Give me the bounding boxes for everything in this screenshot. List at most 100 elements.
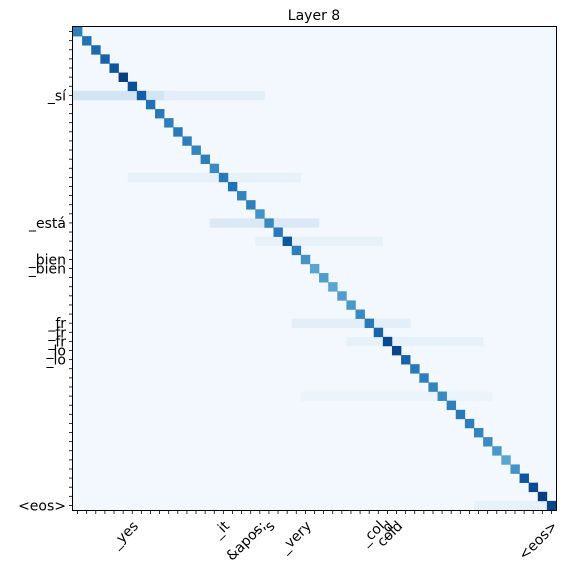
- heatmap-cell: [209, 90, 220, 101]
- heatmap-cell: [291, 236, 302, 247]
- heatmap-cell: [355, 391, 365, 401]
- heatmap-cell: [182, 90, 192, 101]
- y-tick-label: _sí: [47, 88, 67, 104]
- heatmap-cell: [100, 90, 110, 101]
- heatmap-cell: [164, 172, 174, 183]
- heatmap-cell: [473, 500, 484, 511]
- heatmap-cell: [446, 336, 457, 347]
- heatmap-cell: [373, 391, 384, 401]
- heatmap-cell: [473, 336, 484, 347]
- heatmap-cell: [255, 90, 265, 101]
- heatmap-cell: [109, 90, 119, 101]
- heatmap-cell: [127, 90, 138, 101]
- heatmap-cell: [382, 318, 393, 329]
- heatmap-cell: [227, 218, 238, 228]
- heatmap-cell: [419, 336, 429, 347]
- heatmap-cell: [273, 236, 283, 247]
- heatmap-cell-diagonal: [346, 300, 356, 310]
- heatmap-cell: [291, 218, 302, 228]
- x-tick-label: <eos>: [516, 518, 561, 563]
- heatmap-cell-diagonal: [373, 327, 384, 338]
- heatmap-cell: [373, 318, 384, 329]
- heatmap-cell: [428, 391, 438, 401]
- heatmap-cell: [300, 391, 311, 401]
- heatmap-cell: [319, 318, 329, 329]
- x-tick-label: _yes: [108, 518, 142, 552]
- heatmap-cell: [501, 500, 511, 511]
- heatmap-cell: [510, 500, 520, 511]
- heatmap-cell-diagonal: [437, 391, 447, 401]
- heatmap-cell: [155, 172, 165, 183]
- heatmap-cell-diagonal: [410, 364, 420, 374]
- heatmap-cell-diagonal: [118, 72, 128, 82]
- heatmap-cell: [200, 90, 210, 101]
- heatmap-cell: [337, 391, 347, 401]
- heatmap-cell: [246, 218, 256, 228]
- heatmap-cell: [255, 236, 265, 247]
- y-tick-label: _fr: [47, 316, 66, 332]
- heatmap-cell: [118, 90, 128, 101]
- heatmap-cell: [255, 218, 265, 228]
- heatmap-cell: [337, 236, 347, 247]
- heatmap-cell: [419, 391, 429, 401]
- heatmap-cell: [346, 236, 356, 247]
- heatmap-cell: [291, 172, 302, 183]
- heatmap-cell-diagonal: [227, 181, 238, 192]
- y-axis-ticks: [69, 31, 73, 506]
- heatmap-cell: [173, 172, 183, 183]
- heatmap-cell: [401, 391, 411, 401]
- heatmap-cell-diagonal: [546, 500, 557, 511]
- heatmap-cell: [300, 236, 311, 247]
- heatmap-cell-diagonal: [127, 81, 138, 92]
- heatmap-cell-diagonal: [473, 427, 484, 438]
- heatmap-cell: [355, 336, 365, 347]
- heatmap-cell: [446, 391, 457, 401]
- heatmap-cell-diagonal: [464, 418, 475, 429]
- heatmap-cell: [145, 172, 156, 183]
- heatmap-cell: [273, 218, 283, 228]
- heatmap-cell: [519, 500, 529, 511]
- x-tick-label: _very: [276, 518, 315, 557]
- heatmap-cell-diagonal: [528, 482, 539, 493]
- heatmap-cell: [373, 336, 384, 347]
- heatmap-cell: [428, 336, 438, 347]
- y-tick-label: _lo: [46, 344, 66, 360]
- heatmap-cell: [164, 90, 174, 101]
- heatmap-cell-diagonal: [328, 282, 338, 292]
- heatmap-cell: [455, 391, 466, 401]
- heatmap-cell: [391, 336, 402, 347]
- heatmap-cell-diagonal: [136, 90, 147, 101]
- heatmap-cell: [282, 218, 293, 228]
- heatmap-cell: [319, 236, 329, 247]
- heatmap-cell-diagonal: [419, 373, 429, 383]
- heatmap-cell: [82, 90, 92, 101]
- heatmap-cell-diagonal: [237, 191, 247, 201]
- heatmap-cell-diagonal: [255, 209, 265, 219]
- heatmap-cell-diagonal: [519, 473, 529, 483]
- heatmap-cell: [364, 391, 375, 401]
- heatmap-cell: [492, 500, 502, 511]
- y-tick-label: _fr: [47, 334, 66, 350]
- heatmap-cell: [182, 172, 192, 183]
- heatmap-cell: [191, 90, 201, 101]
- heatmap-cell: [191, 172, 201, 183]
- heatmap-cell: [364, 236, 375, 247]
- heatmap-cell: [328, 391, 338, 401]
- heatmap-cell: [337, 318, 347, 329]
- heatmap-cell: [364, 336, 375, 347]
- heatmap-cell: [136, 172, 147, 183]
- heatmap-cell: [401, 318, 411, 329]
- heatmap-cell: [373, 236, 384, 247]
- heatmap-cell-diagonal: [300, 254, 311, 265]
- heatmap-cell-diagonal: [446, 400, 457, 411]
- heatmap-cell: [218, 218, 229, 228]
- heatmap-cell: [255, 172, 265, 183]
- heatmap-cell-diagonal: [355, 309, 365, 319]
- heatmap-cell-diagonal: [501, 455, 511, 465]
- heatmap-cell: [309, 318, 320, 329]
- heatmap-cell-diagonal: [218, 172, 229, 183]
- heatmap-cells: [73, 27, 557, 511]
- heatmap-cell: [437, 336, 447, 347]
- heatmap-cell-diagonal: [164, 118, 174, 128]
